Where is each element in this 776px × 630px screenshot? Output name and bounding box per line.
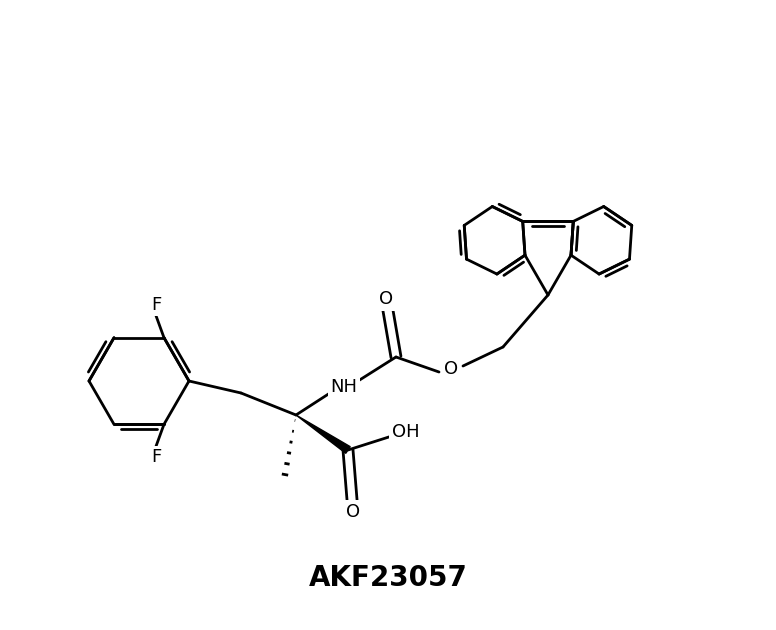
Text: O: O: [346, 503, 360, 521]
Text: NH: NH: [331, 378, 358, 396]
Text: F: F: [151, 449, 161, 466]
Text: F: F: [151, 295, 161, 314]
Text: O: O: [444, 360, 458, 378]
Text: AKF23057: AKF23057: [309, 564, 467, 592]
Polygon shape: [296, 415, 350, 454]
Text: O: O: [379, 290, 393, 308]
Text: OH: OH: [392, 423, 420, 441]
